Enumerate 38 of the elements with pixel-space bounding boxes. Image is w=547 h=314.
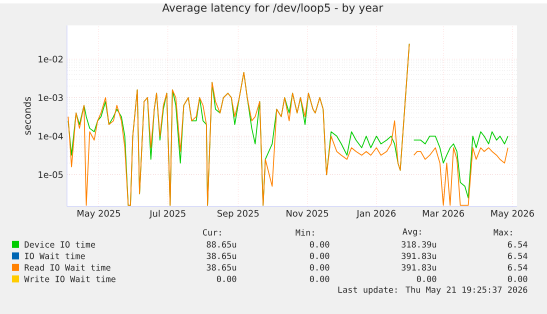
- text: 0.00: [216, 276, 236, 282]
- text: Last update: Thu May 21 19:25:37 2026: [338, 286, 528, 294]
- legend-label: Read IO Wait time: [24, 264, 110, 270]
- text: 0.00: [310, 241, 330, 248]
- text: 0.00: [508, 276, 528, 282]
- text: 0.00: [310, 276, 330, 282]
- legend-label: Write IO Wait time: [24, 275, 116, 282]
- text: Cur:: [202, 229, 221, 236]
- x-tick-label: May 2026: [491, 210, 534, 218]
- text: 38.65u: [206, 252, 236, 259]
- text: 6.54: [508, 264, 528, 270]
- text: Max:: [494, 229, 512, 236]
- y-tick-label: 1e-03: [38, 94, 63, 101]
- text: 38.65u: [206, 264, 236, 270]
- text: 391.83u: [402, 264, 436, 270]
- text: 6.54: [508, 252, 528, 259]
- y-tick-label: 1e-02: [38, 56, 63, 62]
- text: Min:: [296, 228, 314, 236]
- y-tick-label: 1e-05: [38, 171, 63, 178]
- text: 88.65u: [206, 241, 236, 248]
- y-axis-title: seconds: [23, 96, 31, 135]
- text: 391.83u: [402, 252, 436, 259]
- text: 318.39u: [402, 241, 436, 248]
- x-tick-label: Jul 2025: [149, 210, 186, 218]
- legend-label: IO Wait time: [25, 252, 85, 259]
- x-tick-label: Jan 2026: [356, 210, 396, 218]
- x-tick-label: Nov 2025: [286, 210, 328, 217]
- x-tick-label: Sep 2025: [217, 210, 259, 218]
- chart-title: Average latency for /dev/loop5 - by year: [162, 3, 384, 14]
- text: Avg:: [402, 228, 421, 236]
- x-tick-label: May 2025: [78, 210, 120, 218]
- text: 6.54: [508, 241, 528, 248]
- x-tick-label: Mar 2026: [422, 210, 464, 217]
- text: 0.00: [310, 264, 330, 270]
- text: 0.00: [416, 276, 436, 282]
- legend-label: Device IO time: [24, 240, 96, 248]
- text: 0.00: [310, 252, 330, 259]
- y-tick-label: 1e-04: [38, 132, 63, 140]
